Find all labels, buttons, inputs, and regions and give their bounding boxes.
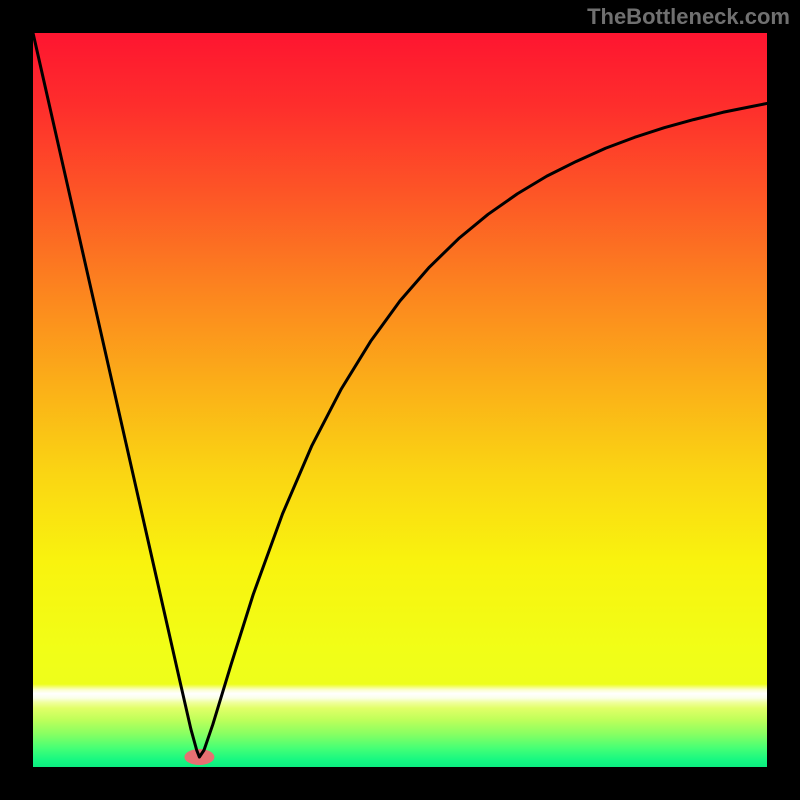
plot-background: [33, 33, 767, 767]
chart-container: TheBottleneck.com: [0, 0, 800, 800]
watermark-text: TheBottleneck.com: [587, 4, 790, 30]
bottleneck-chart: [0, 0, 800, 800]
